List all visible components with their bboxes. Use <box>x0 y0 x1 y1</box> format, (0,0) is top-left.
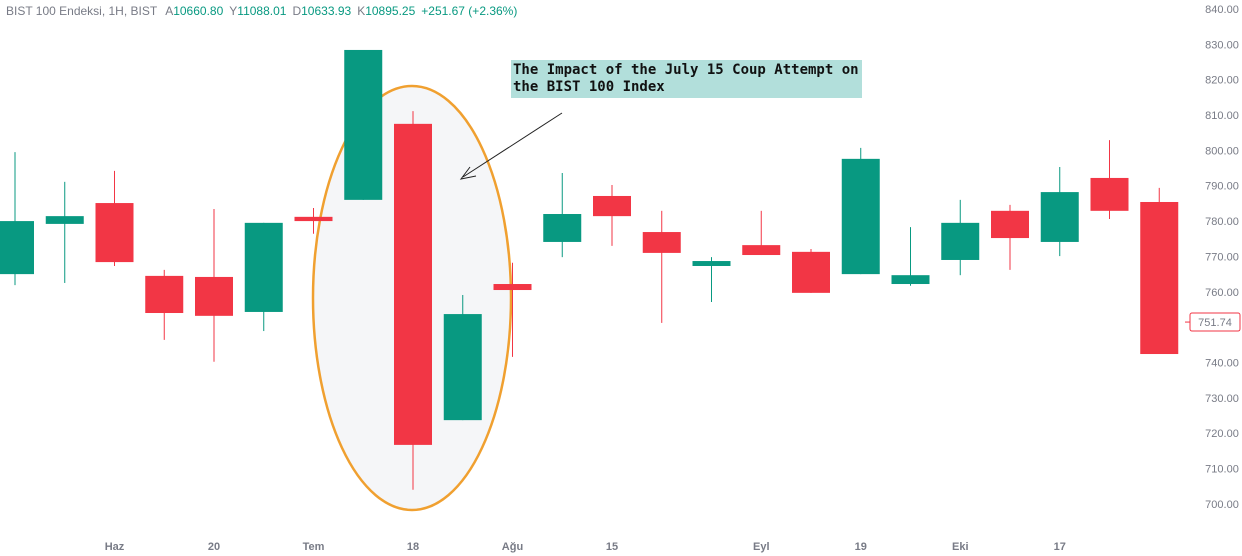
y-tick-label: 730.00 <box>1205 393 1239 405</box>
price-tag-label: 751.74 <box>1198 317 1232 329</box>
y-tick-label: 770.00 <box>1205 251 1239 263</box>
change: +251.67 (+2.36%) <box>421 4 518 18</box>
candle-body <box>941 222 980 260</box>
x-tick-label: 17 <box>1054 541 1066 553</box>
y-tick-label: 700.00 <box>1205 499 1239 511</box>
candle-body <box>95 203 134 263</box>
x-tick-label: Ağu <box>502 541 523 553</box>
field-value: 10633.93 <box>301 4 352 18</box>
candle-body <box>493 284 532 291</box>
y-tick-label: 810.00 <box>1205 110 1239 122</box>
field-value: 11088.01 <box>237 4 287 18</box>
field-key: Y <box>229 4 238 18</box>
candle-body <box>1140 201 1179 355</box>
x-tick-label: 15 <box>606 541 618 553</box>
price-tag <box>1189 312 1241 332</box>
candle-body <box>991 210 1029 239</box>
y-tick-label: 800.00 <box>1205 145 1239 157</box>
header: BIST 100 Endeksi, 1H, BIST A10660.80 Y1108… <box>6 4 523 18</box>
candle-body <box>394 123 432 445</box>
annotation: The Impact of the July 15 Coup Attempt o… <box>511 60 862 98</box>
field-key: D <box>292 4 302 18</box>
y-tick-label: 820.00 <box>1205 75 1239 87</box>
candle-body <box>841 158 880 275</box>
candle-body <box>891 275 930 285</box>
candle-body <box>1090 177 1129 211</box>
candle-body <box>642 232 681 253</box>
candle-body <box>195 276 233 316</box>
candle-body <box>0 221 34 275</box>
symbol: BIST 100 Endeksi, 1H, BIST <box>6 4 158 18</box>
field-key: K <box>357 4 366 18</box>
candle-body <box>443 314 482 421</box>
field-key: A <box>165 4 174 18</box>
x-tick-label: Haz <box>105 541 125 553</box>
y-tick-label: 710.00 <box>1205 464 1239 476</box>
y-tick-label: 760.00 <box>1205 287 1239 299</box>
candle-body <box>1040 192 1079 242</box>
arrow-head <box>459 166 477 180</box>
y-tick-label: 790.00 <box>1205 181 1239 193</box>
candles <box>0 49 1179 490</box>
y-tick-label: 840.00 <box>1205 4 1239 16</box>
candle-body <box>145 275 184 314</box>
y-tick-label: 780.00 <box>1205 216 1239 228</box>
arrow-line <box>462 112 563 178</box>
candle-body <box>792 251 830 293</box>
y-tick-label: 740.00 <box>1205 357 1239 369</box>
candle-body <box>692 261 731 266</box>
candle-body <box>344 49 383 200</box>
x-tick-label: Eki <box>952 541 969 553</box>
candle-body <box>244 222 283 312</box>
candle-body <box>45 216 84 224</box>
x-tick-label: 20 <box>208 541 220 553</box>
y-tick-label: 720.00 <box>1205 428 1239 440</box>
candle-body <box>543 214 582 242</box>
x-tick-label: 19 <box>855 541 867 553</box>
field-value: 10895.25 <box>365 4 416 18</box>
field-value: 10660.80 <box>173 4 224 18</box>
x-tick-label: 18 <box>407 541 419 553</box>
y-tick-label: 830.00 <box>1205 39 1239 51</box>
x-tick-label: Tem <box>303 541 325 553</box>
candle-body <box>742 245 781 256</box>
candle-body <box>593 195 631 217</box>
candle-body <box>294 216 333 222</box>
x-tick-label: Eyl <box>753 541 770 553</box>
